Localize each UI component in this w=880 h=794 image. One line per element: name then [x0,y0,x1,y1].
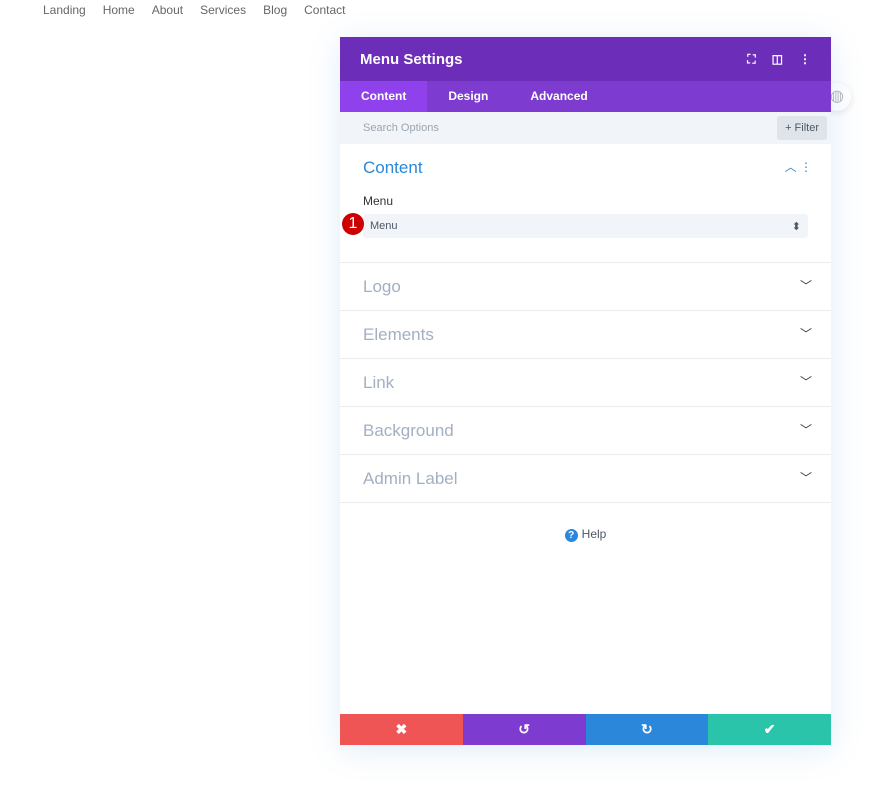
section-title: Link [363,373,395,392]
tabs: Content Design Advanced [340,81,831,112]
section-title: Content [363,158,423,177]
cancel-button[interactable]: ✖ [340,714,463,745]
section-title: Admin Label [363,469,458,488]
top-nav: Landing Home About Services Blog Contact [43,3,346,17]
more-options-icon[interactable]: ⋮ [799,52,811,66]
section-background[interactable]: Background ﹀ [340,407,831,455]
settings-modal: Menu Settings ⛶ ◫ ⋮ Content Design Advan… [340,37,831,745]
fullscreen-icon[interactable]: ⛶ [747,51,756,66]
help-label: Help [581,527,607,541]
select-arrows-icon: ⬍ [791,220,801,233]
search-bar: Search Options + Filter [340,112,831,144]
menu-select[interactable]: Menu ⬍ [363,214,808,238]
filter-button[interactable]: + Filter [777,116,827,140]
modal-title: Menu Settings [360,50,463,68]
save-button[interactable]: ✔ [708,714,831,745]
modal-header: Menu Settings ⛶ ◫ ⋮ [340,37,831,81]
section-title: Background [363,421,454,440]
undo-button[interactable]: ↺ [462,714,586,745]
tab-design[interactable]: Design [448,89,489,103]
section-content-header[interactable]: Content ︿ ⋮ [363,144,812,192]
section-title: Logo [363,277,401,296]
help-icon: ? [564,529,578,542]
action-bar: ✖ ↺ ↻ ✔ [340,714,831,745]
tab-advanced[interactable]: Advanced [530,89,588,103]
section-admin-label[interactable]: Admin Label ﹀ [340,455,831,503]
nav-home[interactable]: Home [102,3,135,17]
nav-landing[interactable]: Landing [43,3,86,17]
chevron-up-icon[interactable]: ︿ ⋮ [784,160,812,174]
step-badge: 1 [342,213,364,235]
chevron-down-icon: ﹀ [799,279,812,293]
select-value: Menu [370,220,398,232]
chevron-down-icon: ﹀ [799,327,812,341]
chevron-down-icon: ﹀ [799,423,812,437]
search-input[interactable]: Search Options [363,122,439,134]
redo-button[interactable]: ↻ [585,714,709,745]
chevron-down-icon: ﹀ [799,375,812,389]
chevron-down-icon: ﹀ [799,471,812,485]
help-link[interactable]: ? Help [340,527,831,542]
split-view-icon[interactable]: ◫ [771,52,783,66]
section-title: Elements [363,325,434,344]
tab-content[interactable]: Content [340,81,428,112]
field-label: Menu [363,194,394,208]
nav-blog[interactable]: Blog [263,3,288,17]
nav-about[interactable]: About [151,3,184,17]
section-elements[interactable]: Elements ﹀ [340,311,831,359]
nav-services[interactable]: Services [200,3,247,17]
section-logo[interactable]: Logo ﹀ [340,263,831,311]
nav-contact[interactable]: Contact [304,3,346,17]
section-content: Content ︿ ⋮ Menu Menu ⬍ [340,144,831,263]
section-link[interactable]: Link ﹀ [340,359,831,407]
